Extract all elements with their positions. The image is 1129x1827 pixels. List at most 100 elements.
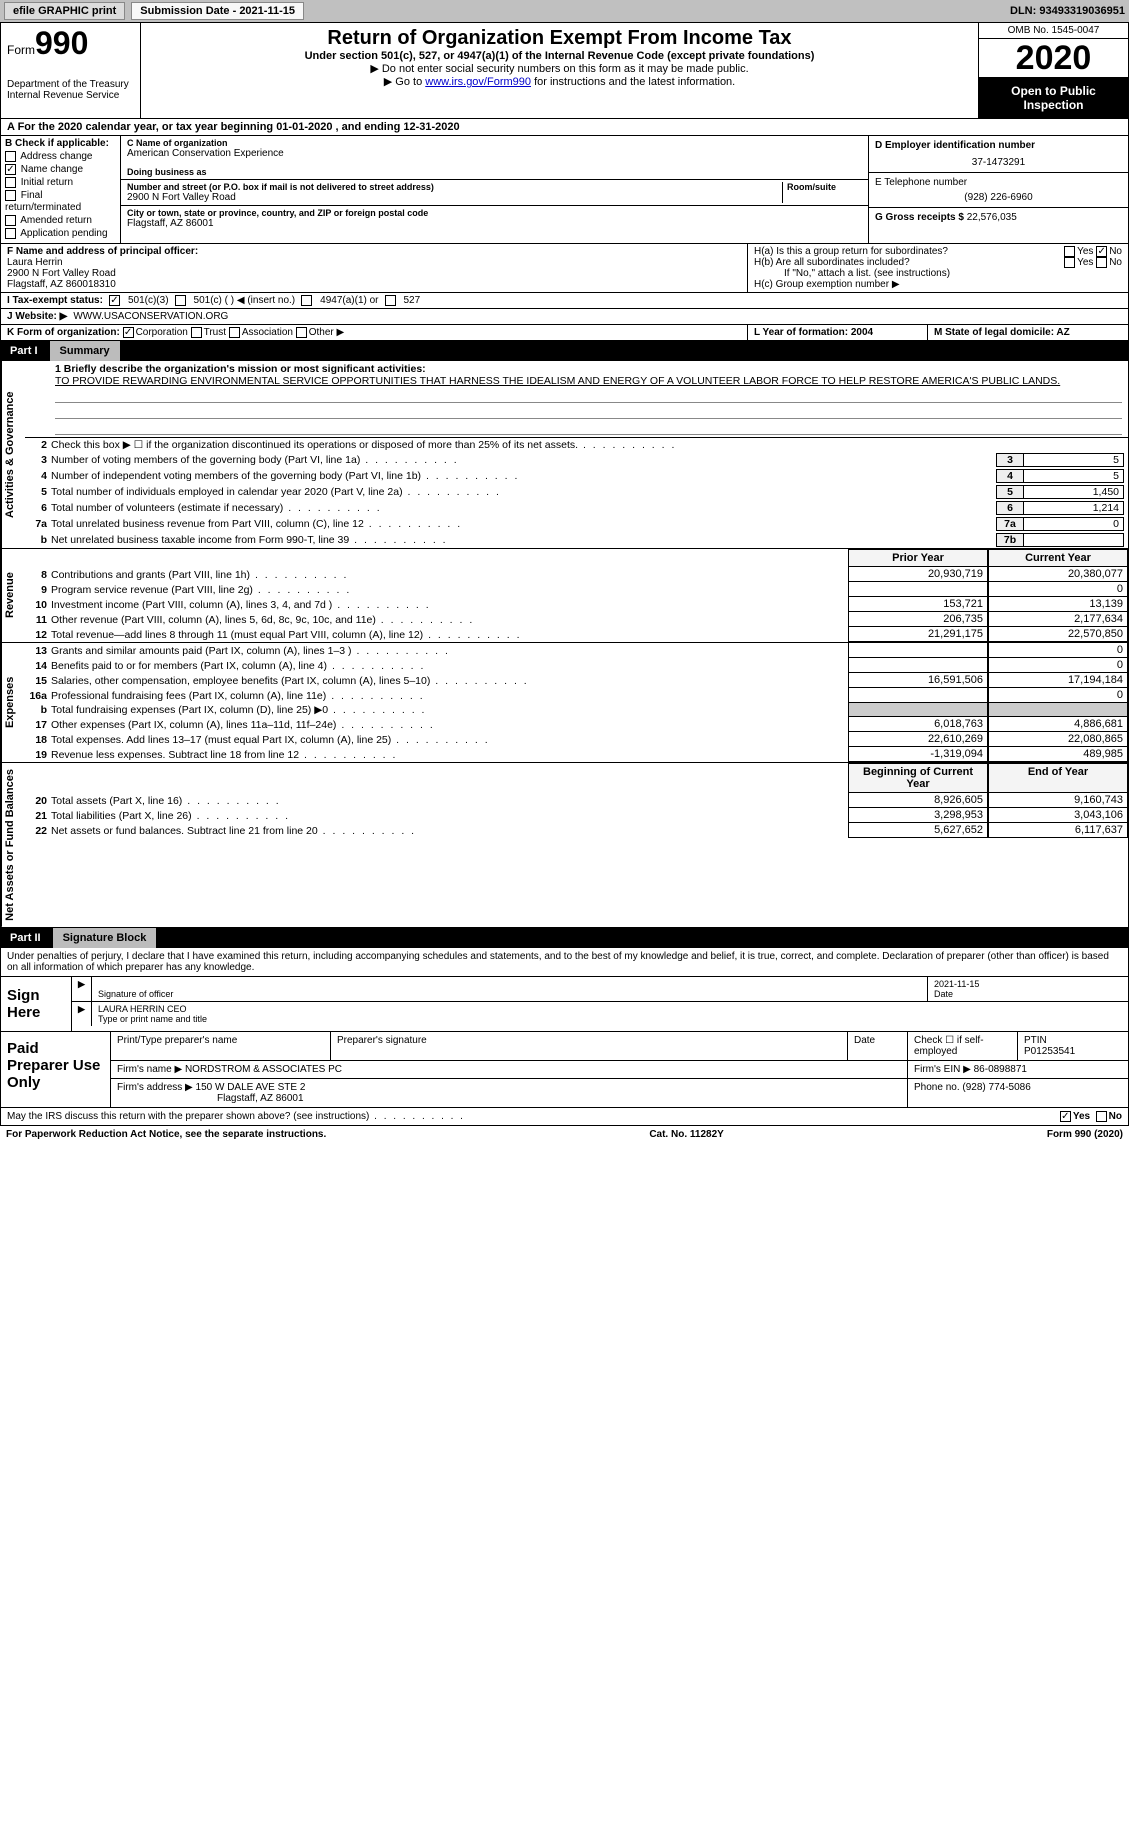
summary-line: bNet unrelated business taxable income f… (25, 532, 1128, 548)
summary-line: 14Benefits paid to or for members (Part … (25, 658, 1128, 673)
paid-preparer-label: Paid Preparer Use Only (1, 1032, 111, 1107)
current-year-header: Current Year (988, 549, 1128, 567)
perjury-statement: Under penalties of perjury, I declare th… (1, 948, 1128, 976)
summary-line: 8Contributions and grants (Part VIII, li… (25, 567, 1128, 582)
row-j-website: J Website: ▶ WWW.USACONSERVATION.ORG (0, 309, 1129, 325)
summary-line: 17Other expenses (Part IX, column (A), l… (25, 717, 1128, 732)
summary-line: 19Revenue less expenses. Subtract line 1… (25, 747, 1128, 762)
officer-addr2: Flagstaff, AZ 860018310 (7, 279, 741, 290)
box-b-item[interactable]: Application pending (5, 228, 116, 239)
gross-receipts-value: 22,576,035 (967, 212, 1017, 223)
revenue-block: Revenue Prior Year Current Year 8Contrib… (0, 549, 1129, 643)
ein-label: D Employer identification number (875, 140, 1035, 151)
firm-addr-cell: Firm's address ▶ 150 W DALE AVE STE 2Fla… (111, 1079, 908, 1107)
firm-name-cell: Firm's name ▶ NORDSTROM & ASSOCIATES PC (111, 1061, 908, 1078)
phone-label: E Telephone number (875, 177, 1122, 188)
summary-line: bTotal fundraising expenses (Part IX, co… (25, 703, 1128, 717)
mission-section: 1 Briefly describe the organization's mi… (25, 361, 1128, 438)
row-a-tax-year: A For the 2020 calendar year, or tax yea… (0, 119, 1129, 136)
box-b-item[interactable]: Initial return (5, 177, 116, 188)
summary-line: 3Number of voting members of the governi… (25, 452, 1128, 468)
sign-here-label: Sign Here (1, 977, 71, 1031)
hb-no-checkbox[interactable] (1096, 257, 1107, 268)
summary-line: 10Investment income (Part VIII, column (… (25, 597, 1128, 612)
addr-label: Number and street (or P.O. box if mail i… (127, 182, 782, 192)
box-c: C Name of organization American Conserva… (121, 136, 868, 243)
firm-phone-cell: Phone no. (928) 774-5086 (908, 1079, 1128, 1107)
form-header: Form990 Department of the Treasury Inter… (0, 22, 1129, 119)
omb-number: OMB No. 1545-0047 (979, 23, 1128, 39)
expenses-block: Expenses 13Grants and similar amounts pa… (0, 643, 1129, 763)
form-note2: ▶ Go to www.irs.gov/Form990 for instruct… (149, 75, 970, 88)
officer-signature-field[interactable]: Signature of officer (92, 977, 928, 1001)
part-1-header: Part I Summary (0, 341, 1129, 361)
city-label: City or town, state or province, country… (127, 208, 862, 218)
street-address: 2900 N Fort Valley Road (127, 192, 782, 203)
discuss-yes-checkbox[interactable] (1060, 1111, 1071, 1122)
discuss-no-checkbox[interactable] (1096, 1111, 1107, 1122)
hb-yes-checkbox[interactable] (1064, 257, 1075, 268)
box-d-e-g: D Employer identification number 37-1473… (868, 136, 1128, 243)
dept-label: Department of the Treasury Internal Reve… (7, 79, 134, 101)
ha-no-checkbox[interactable] (1096, 246, 1107, 257)
officer-name: Laura Herrin (7, 257, 741, 268)
mission-text: TO PROVIDE REWARDING ENVIRONMENTAL SERVI… (55, 375, 1122, 387)
open-to-public: Open to Public Inspection (979, 78, 1128, 118)
other-checkbox[interactable] (296, 327, 307, 338)
efile-print-button[interactable]: efile GRAPHIC print (4, 2, 125, 20)
summary-line: 13Grants and similar amounts paid (Part … (25, 643, 1128, 658)
room-label: Room/suite (787, 182, 862, 192)
form-number: 990 (35, 25, 88, 61)
org-name: American Conservation Experience (127, 148, 862, 159)
box-b-item[interactable]: Final return/terminated (5, 190, 116, 212)
501c3-checkbox[interactable] (109, 295, 120, 306)
officer-name-title: LAURA HERRIN CEOType or print name and t… (92, 1002, 1128, 1026)
box-b-checkboxes: B Check if applicable: Address change Na… (1, 136, 121, 243)
efile-topbar: efile GRAPHIC print Submission Date - 20… (0, 0, 1129, 22)
summary-line: 15Salaries, other compensation, employee… (25, 673, 1128, 688)
summary-line: 12Total revenue—add lines 8 through 11 (… (25, 627, 1128, 642)
summary-line: 22Net assets or fund balances. Subtract … (25, 823, 1128, 838)
form-title-box: Return of Organization Exempt From Incom… (141, 23, 978, 118)
form-footer-label: Form 990 (2020) (1047, 1129, 1123, 1140)
firm-ein-cell: Firm's EIN ▶ 86-0898871 (908, 1061, 1128, 1078)
trust-checkbox[interactable] (191, 327, 202, 338)
prep-date-header: Date (848, 1032, 908, 1060)
paperwork-notice: For Paperwork Reduction Act Notice, see … (6, 1129, 326, 1140)
box-f: F Name and address of principal officer:… (1, 244, 748, 292)
form-number-box: Form990 Department of the Treasury Inter… (1, 23, 141, 118)
sidebar-governance: Activities & Governance (1, 361, 25, 548)
form-prefix: Form (7, 43, 35, 57)
assoc-checkbox[interactable] (229, 327, 240, 338)
dba-label: Doing business as (127, 167, 862, 177)
527-checkbox[interactable] (385, 295, 396, 306)
sig-arrow-icon-2: ▶ (72, 1002, 92, 1026)
city-state-zip: Flagstaff, AZ 86001 (127, 218, 862, 229)
box-b-item[interactable]: Amended return (5, 215, 116, 226)
corp-checkbox[interactable] (123, 327, 134, 338)
box-b-item[interactable]: Address change (5, 151, 116, 162)
501c-checkbox[interactable] (175, 295, 186, 306)
4947-checkbox[interactable] (301, 295, 312, 306)
preparer-name-header: Print/Type preparer's name (111, 1032, 331, 1060)
net-assets-block: Net Assets or Fund Balances Beginning of… (0, 763, 1129, 928)
box-b-item[interactable]: Name change (5, 164, 116, 175)
beginning-year-header: Beginning of Current Year (848, 763, 988, 793)
ha-yes-checkbox[interactable] (1064, 246, 1075, 257)
year-formation: L Year of formation: 2004 (748, 325, 928, 340)
summary-line: 20Total assets (Part X, line 16)8,926,60… (25, 793, 1128, 808)
summary-line: 21Total liabilities (Part X, line 26)3,2… (25, 808, 1128, 823)
cat-number: Cat. No. 11282Y (649, 1129, 723, 1140)
prior-year-header: Prior Year (848, 549, 988, 567)
hc-group-number: H(c) Group exemption number ▶ (754, 279, 1122, 290)
officer-addr1: 2900 N Fort Valley Road (7, 268, 741, 279)
summary-line: 16aProfessional fundraising fees (Part I… (25, 688, 1128, 703)
form-note1: ▶ Do not enter social security numbers o… (149, 62, 970, 75)
summary-line: 7aTotal unrelated business revenue from … (25, 516, 1128, 532)
irs-link[interactable]: www.irs.gov/Form990 (425, 76, 531, 88)
section-f-h: F Name and address of principal officer:… (0, 244, 1129, 293)
self-employed-check[interactable]: Check ☐ if self-employed (908, 1032, 1018, 1060)
sidebar-net-assets: Net Assets or Fund Balances (1, 763, 25, 927)
summary-line: 11Other revenue (Part VIII, column (A), … (25, 612, 1128, 627)
row-i-tax-status: I Tax-exempt status: 501(c)(3) 501(c) ( … (0, 293, 1129, 309)
